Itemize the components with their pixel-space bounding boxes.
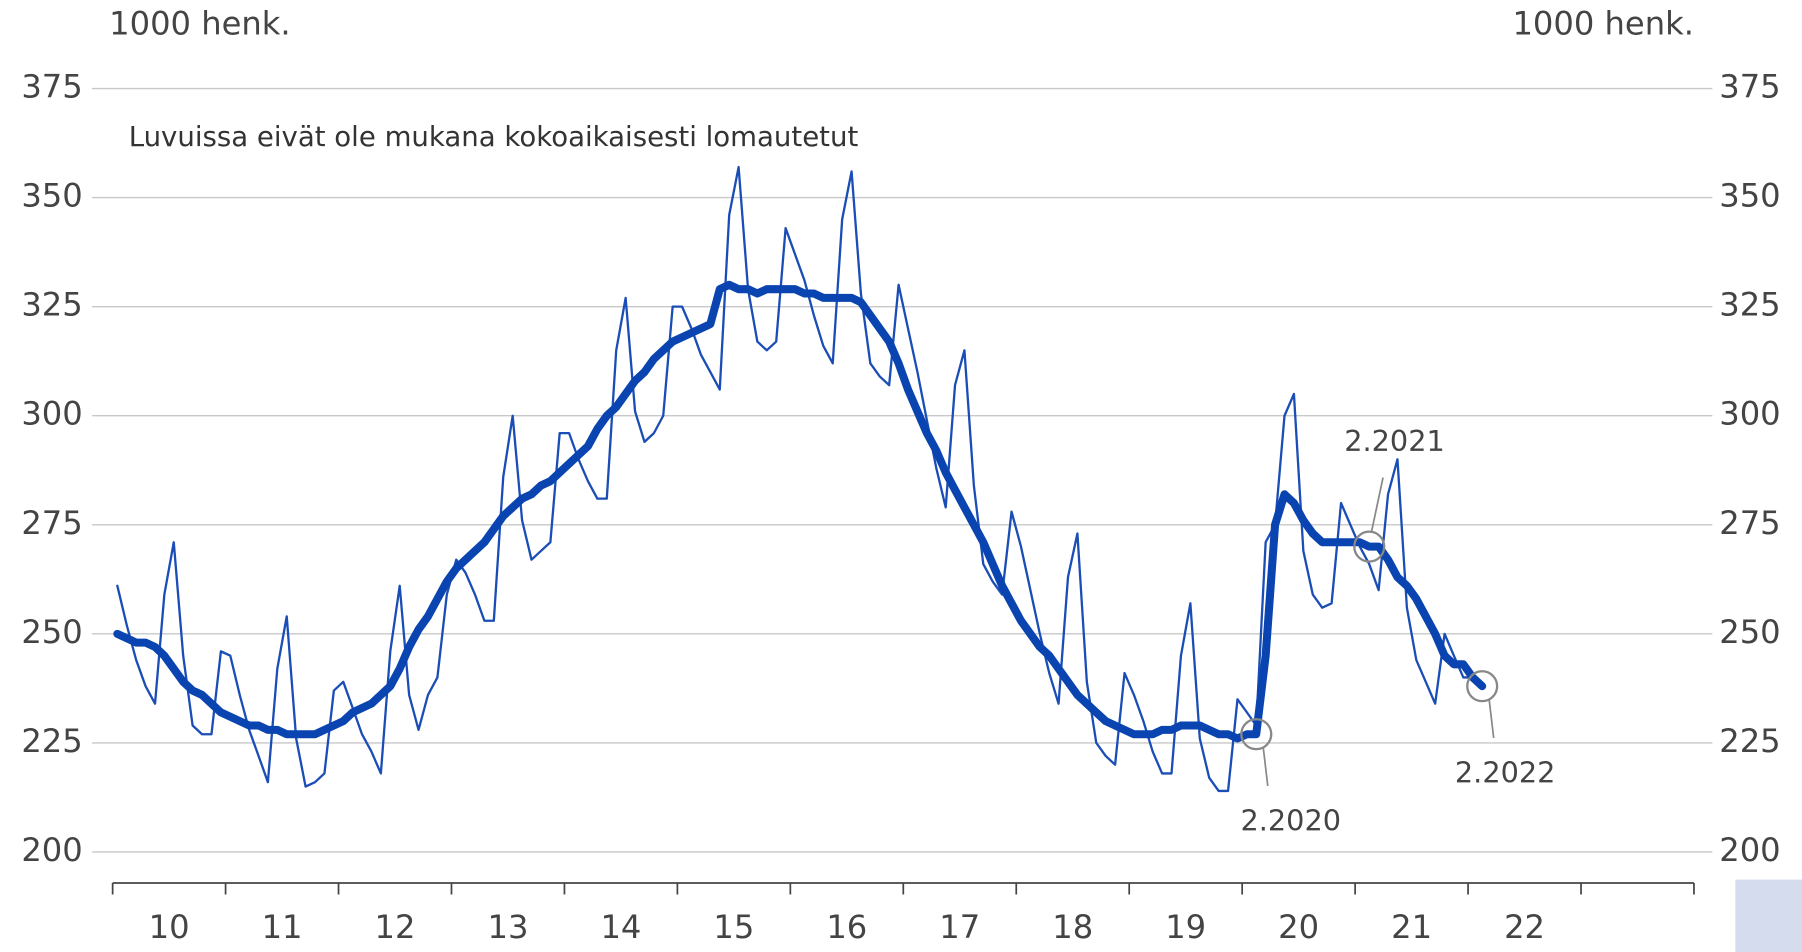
annotation-leader <box>1488 698 1495 739</box>
series-line <box>113 280 1487 743</box>
y-tick-label: 250 <box>21 613 82 651</box>
y2-tick-label: 350 <box>1719 177 1780 215</box>
x-tick-label: 17 <box>939 908 980 946</box>
annotation: 2.2020 <box>1241 804 1341 838</box>
y2-tick-label: 300 <box>1719 395 1780 433</box>
y-tick-label: 325 <box>21 286 82 324</box>
annotation-leader <box>1370 477 1384 532</box>
corner-box <box>1735 879 1802 952</box>
y2-tick-label: 225 <box>1719 722 1780 760</box>
y2-axis-label: 1000 henk. <box>1512 4 1694 42</box>
x-tick-label: 10 <box>149 908 190 946</box>
x-tick-label: 15 <box>713 908 754 946</box>
annotation: 2.2022 <box>1455 756 1555 790</box>
y-axis-label: 1000 henk. <box>109 4 291 42</box>
series-line <box>116 165 1484 793</box>
annotation-circle <box>1353 530 1386 563</box>
y2-tick-label: 275 <box>1719 504 1780 542</box>
y-tick-label: 200 <box>21 831 82 869</box>
x-tick-label: 13 <box>487 908 528 946</box>
note: Luvuissa eivät ole mukana kokoaikaisesti… <box>129 120 859 153</box>
x-tick-label: 14 <box>600 908 641 946</box>
x-tick-label: 21 <box>1391 908 1432 946</box>
annotation-leader <box>1262 746 1269 787</box>
x-tick-label: 11 <box>262 908 303 946</box>
y-tick-label: 300 <box>21 395 82 433</box>
y-tick-label: 350 <box>21 177 82 215</box>
x-tick-label: 22 <box>1504 908 1545 946</box>
annotation: 2.2021 <box>1344 424 1444 458</box>
y2-tick-label: 200 <box>1719 831 1780 869</box>
x-tick-label: 12 <box>375 908 416 946</box>
x-tick-label: 16 <box>826 908 867 946</box>
annotation-circle <box>1466 670 1499 703</box>
y-tick-label: 375 <box>21 68 82 106</box>
y2-tick-label: 250 <box>1719 613 1780 651</box>
annotation-circle <box>1240 718 1273 751</box>
y-tick-label: 275 <box>21 504 82 542</box>
y-tick-label: 225 <box>21 722 82 760</box>
x-tick-label: 20 <box>1278 908 1319 946</box>
y2-tick-label: 325 <box>1719 286 1780 324</box>
y2-tick-label: 375 <box>1719 68 1780 106</box>
x-tick-label: 18 <box>1052 908 1093 946</box>
x-tick-label: 19 <box>1165 908 1206 946</box>
